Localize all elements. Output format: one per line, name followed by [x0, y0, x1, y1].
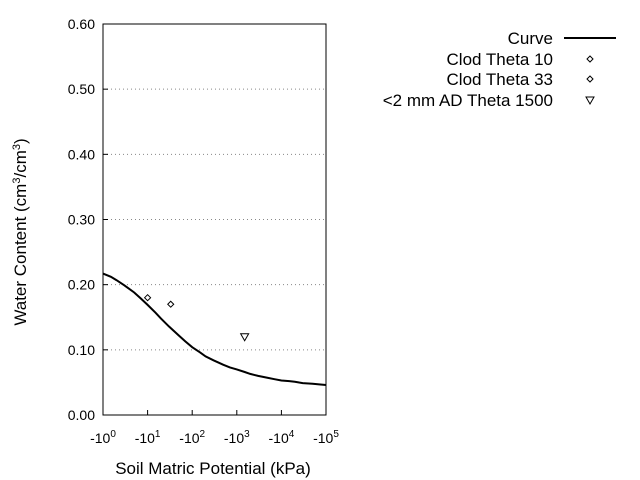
x-axis-title: Soil Matric Potential (kPa) [115, 459, 311, 478]
y-axis: 0.00 0.10 0.20 0.30 0.40 0.50 0.60 [68, 16, 108, 423]
y-tick-label: 0.20 [68, 277, 95, 293]
legend-label-ad-theta-1500: <2 mm AD Theta 1500 [383, 91, 553, 110]
y-tick-label: 0.00 [68, 407, 95, 423]
x-tick-label: -100 [90, 429, 116, 446]
legend: Curve Clod Theta 10 Clod Theta 33 <2 mm … [383, 29, 616, 110]
legend-marker-clod-theta-10 [586, 55, 594, 63]
legend-label-clod-theta-10: Clod Theta 10 [447, 50, 553, 69]
y-tick-label: 0.60 [68, 16, 95, 32]
legend-label-curve: Curve [508, 29, 553, 48]
legend-marker-ad-theta-1500 [585, 96, 595, 106]
x-axis: -100 -101 -102 -103 -104 -105 [90, 410, 339, 446]
x-tick-label: -102 [179, 429, 205, 446]
y-tick-label: 0.40 [68, 146, 95, 162]
x-tick-label: -105 [313, 429, 339, 446]
x-tick-label: -103 [224, 429, 250, 446]
data-point-diamond [143, 293, 152, 302]
y-axis-title: Water Content (cm3/cm3) [11, 138, 30, 325]
y-tick-label: 0.30 [68, 212, 95, 228]
legend-marker-clod-theta-33 [586, 75, 594, 83]
legend-label-clod-theta-33: Clod Theta 33 [447, 70, 553, 89]
data-point-triangle-down [239, 333, 250, 342]
y-tick-label: 0.50 [68, 81, 95, 97]
data-point-diamond [167, 300, 175, 308]
y-tick-label: 0.10 [68, 342, 95, 358]
series-line-curve [102, 272, 327, 386]
x-tick-label: -101 [135, 429, 161, 446]
series-layer [102, 272, 327, 386]
x-tick-label: -104 [269, 429, 295, 446]
